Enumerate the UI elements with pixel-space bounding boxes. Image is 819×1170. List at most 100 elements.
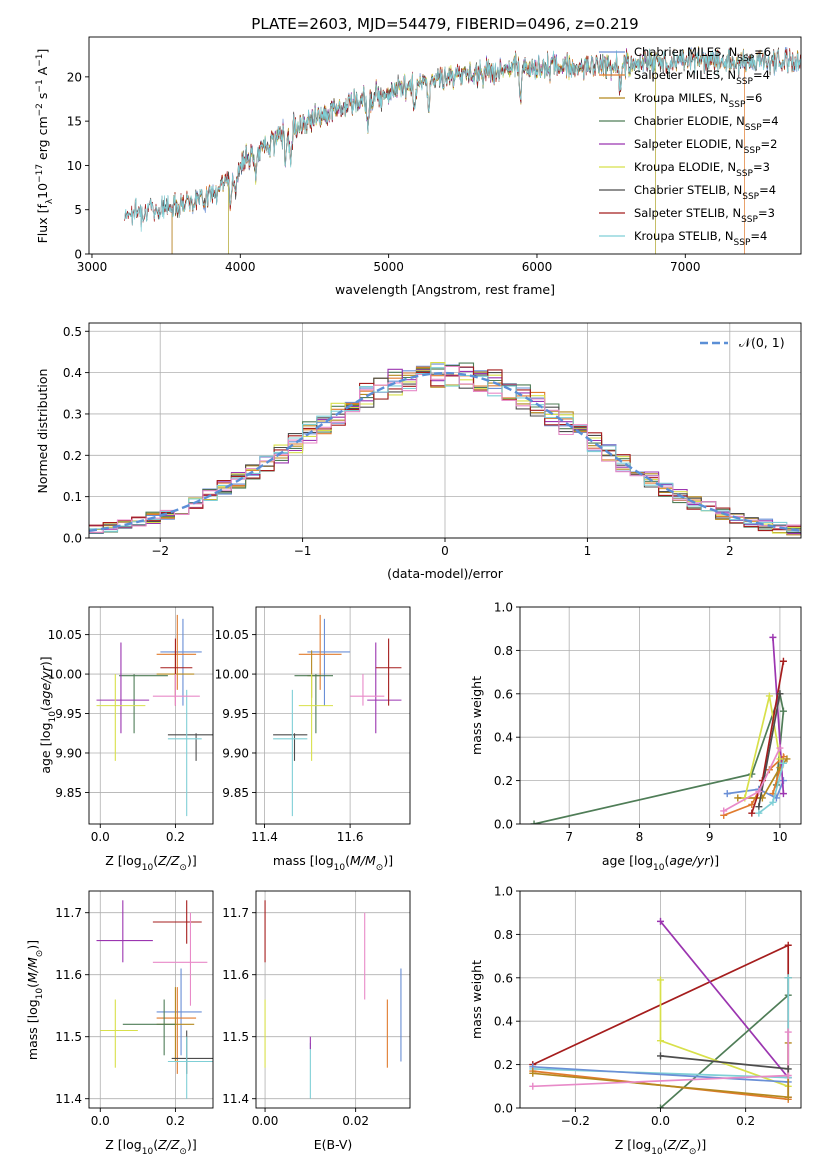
x-tick-label: −2 bbox=[151, 544, 169, 558]
y-tick-label: 0 bbox=[74, 248, 82, 262]
y-tick-label: 5 bbox=[74, 203, 82, 217]
x-tick-label: 0.00 bbox=[252, 1114, 279, 1128]
residual-histogram-panel: −2 −1 0 1 2 0.0 0.1 0.2 0.3 0.4 0.5 𝒩(0, 1) (data-mo… bbox=[35, 322, 802, 581]
x-axis-label: age [log10(age/yr)] bbox=[602, 853, 719, 873]
y-tick-label: 0.8 bbox=[494, 928, 513, 942]
weight-marker bbox=[657, 1037, 664, 1045]
weight-marker bbox=[776, 744, 784, 752]
spectrum-legend: Chabrier MILES, NSSP=6 Salpeter MILES, NS… bbox=[599, 45, 779, 248]
y-tick-label: 11.6 bbox=[222, 968, 249, 982]
y-tick-label: 10.05 bbox=[215, 628, 249, 642]
y-tick-label: 9.95 bbox=[55, 707, 82, 721]
y-tick-label: 11.4 bbox=[222, 1092, 249, 1106]
x-tick-label: 7000 bbox=[670, 260, 701, 274]
weight-line bbox=[533, 690, 785, 824]
weight-line bbox=[532, 1065, 789, 1083]
weight-marker bbox=[779, 707, 787, 715]
axes-frame bbox=[519, 606, 802, 825]
x-tick-label: 0.2 bbox=[736, 1114, 755, 1128]
axes-frame bbox=[88, 606, 214, 825]
weight-marker bbox=[657, 917, 664, 925]
z-mass-panel: 0.0 0.2 11.4 11.5 11.6 11.7 Z [log10(Z/Z⊙)] mas… bbox=[25, 890, 214, 1157]
weight-marker bbox=[776, 690, 784, 698]
x-tick-label: 0 bbox=[441, 544, 449, 558]
y-tick-label: 0.3 bbox=[63, 407, 82, 421]
weight-marker bbox=[755, 809, 763, 817]
y-axis-label: Normed distribution bbox=[35, 369, 50, 494]
x-tick-label: 0.02 bbox=[342, 1114, 369, 1128]
y-tick-label: 0.5 bbox=[63, 325, 82, 339]
weight-marker bbox=[723, 790, 731, 798]
x-tick-label: 11.6 bbox=[337, 830, 364, 844]
y-tick-label: 9.85 bbox=[55, 786, 82, 800]
y-tick-label: 9.90 bbox=[55, 746, 82, 760]
x-tick-label: −0.2 bbox=[561, 1114, 590, 1128]
x-axis-label: Z [log10(Z/Z⊙)] bbox=[105, 853, 196, 873]
x-axis-label: mass [log10(M/M⊙)] bbox=[273, 853, 393, 873]
y-axis-label: mass [log10(M/M⊙)] bbox=[25, 940, 45, 1060]
legend-label: Kroupa STELIB, NSSP=4 bbox=[634, 229, 767, 248]
spectrum-line bbox=[124, 48, 801, 232]
x-tick-label: 0.0 bbox=[91, 830, 110, 844]
x-tick-label: 0.2 bbox=[166, 830, 185, 844]
y-axis-label: age [log10(age/yr)] bbox=[38, 656, 58, 773]
plot-area bbox=[530, 633, 791, 824]
weight-marker bbox=[784, 1028, 792, 1036]
z-age-panel: 0.0 0.2 9.85 9.90 9.95 10.00 10.05 Z [log10(Z/Z… bbox=[38, 606, 214, 873]
y-tick-label: 10.00 bbox=[215, 668, 249, 682]
y-tick-label: 0.6 bbox=[494, 687, 513, 701]
plot-area bbox=[96, 900, 213, 1099]
y-tick-label: 1.0 bbox=[494, 601, 513, 615]
weight-marker bbox=[748, 809, 756, 817]
legend-label: Kroupa ELODIE, NSSP=3 bbox=[634, 160, 770, 179]
legend-label: Salpeter MILES, NSSP=4 bbox=[634, 68, 770, 87]
y-tick-label: 20 bbox=[67, 70, 82, 84]
y-tick-label: 9.90 bbox=[222, 746, 249, 760]
y-tick-label: 11.4 bbox=[55, 1092, 82, 1106]
spectrum-panel: Chabrier MILES, NSSP=6 Salpeter MILES, NS… bbox=[35, 36, 802, 297]
x-tick-label: 0.0 bbox=[651, 1114, 670, 1128]
mass-age-panel: 11.4 11.6 9.85 9.90 9.95 10.00 10.05 mass [log1… bbox=[215, 606, 411, 873]
weight-marker bbox=[657, 976, 664, 984]
y-tick-label: 0.6 bbox=[494, 971, 513, 985]
legend-label: Chabrier ELODIE, NSSP=4 bbox=[634, 114, 779, 133]
weight-marker bbox=[765, 692, 773, 700]
weight-marker bbox=[779, 759, 787, 767]
y-tick-label: 0.2 bbox=[494, 1058, 513, 1072]
gaussian-curve bbox=[89, 371, 801, 532]
y-tick-label: 10.05 bbox=[48, 628, 82, 642]
plot-area bbox=[273, 614, 402, 817]
axes-frame bbox=[88, 36, 802, 255]
x-tick-label: 3000 bbox=[77, 260, 108, 274]
weight-line bbox=[660, 1055, 789, 1070]
weight-marker bbox=[779, 790, 787, 798]
weight-marker bbox=[530, 820, 538, 824]
weight-marker bbox=[657, 1104, 664, 1108]
y-tick-label: 11.7 bbox=[222, 906, 249, 920]
legend-label: Kroupa MILES, NSSP=6 bbox=[634, 91, 762, 110]
weight-marker bbox=[776, 755, 784, 763]
weight-line bbox=[727, 780, 785, 800]
y-tick-label: 11.7 bbox=[55, 906, 82, 920]
weight-marker bbox=[769, 798, 777, 806]
x-axis-label: Z [log10(Z/Z⊙)] bbox=[615, 1137, 706, 1157]
y-tick-label: 11.5 bbox=[55, 1030, 82, 1044]
x-axis-label: Z [log10(Z/Z⊙)] bbox=[105, 1137, 196, 1157]
weight-line bbox=[659, 920, 789, 1079]
weight-marker bbox=[529, 1082, 537, 1090]
histogram-step bbox=[89, 365, 801, 533]
y-tick-label: 0.0 bbox=[494, 818, 513, 832]
y-tick-label: 10.00 bbox=[48, 668, 82, 682]
x-tick-label: 10 bbox=[772, 830, 787, 844]
x-axis-label: E(B-V) bbox=[314, 1137, 353, 1152]
x-tick-label: 1 bbox=[584, 544, 592, 558]
weight-marker bbox=[755, 787, 763, 795]
x-axis-label: (data-model)/error bbox=[387, 566, 504, 581]
y-tick-label: 15 bbox=[67, 115, 82, 129]
legend-label: Chabrier STELIB, NSSP=4 bbox=[634, 183, 776, 202]
y-tick-label: 0.2 bbox=[63, 449, 82, 463]
legend-label: Salpeter STELIB, NSSP=3 bbox=[634, 206, 775, 225]
weight-marker bbox=[784, 941, 792, 949]
plot-area bbox=[124, 46, 801, 254]
x-tick-label: −1 bbox=[294, 544, 312, 558]
